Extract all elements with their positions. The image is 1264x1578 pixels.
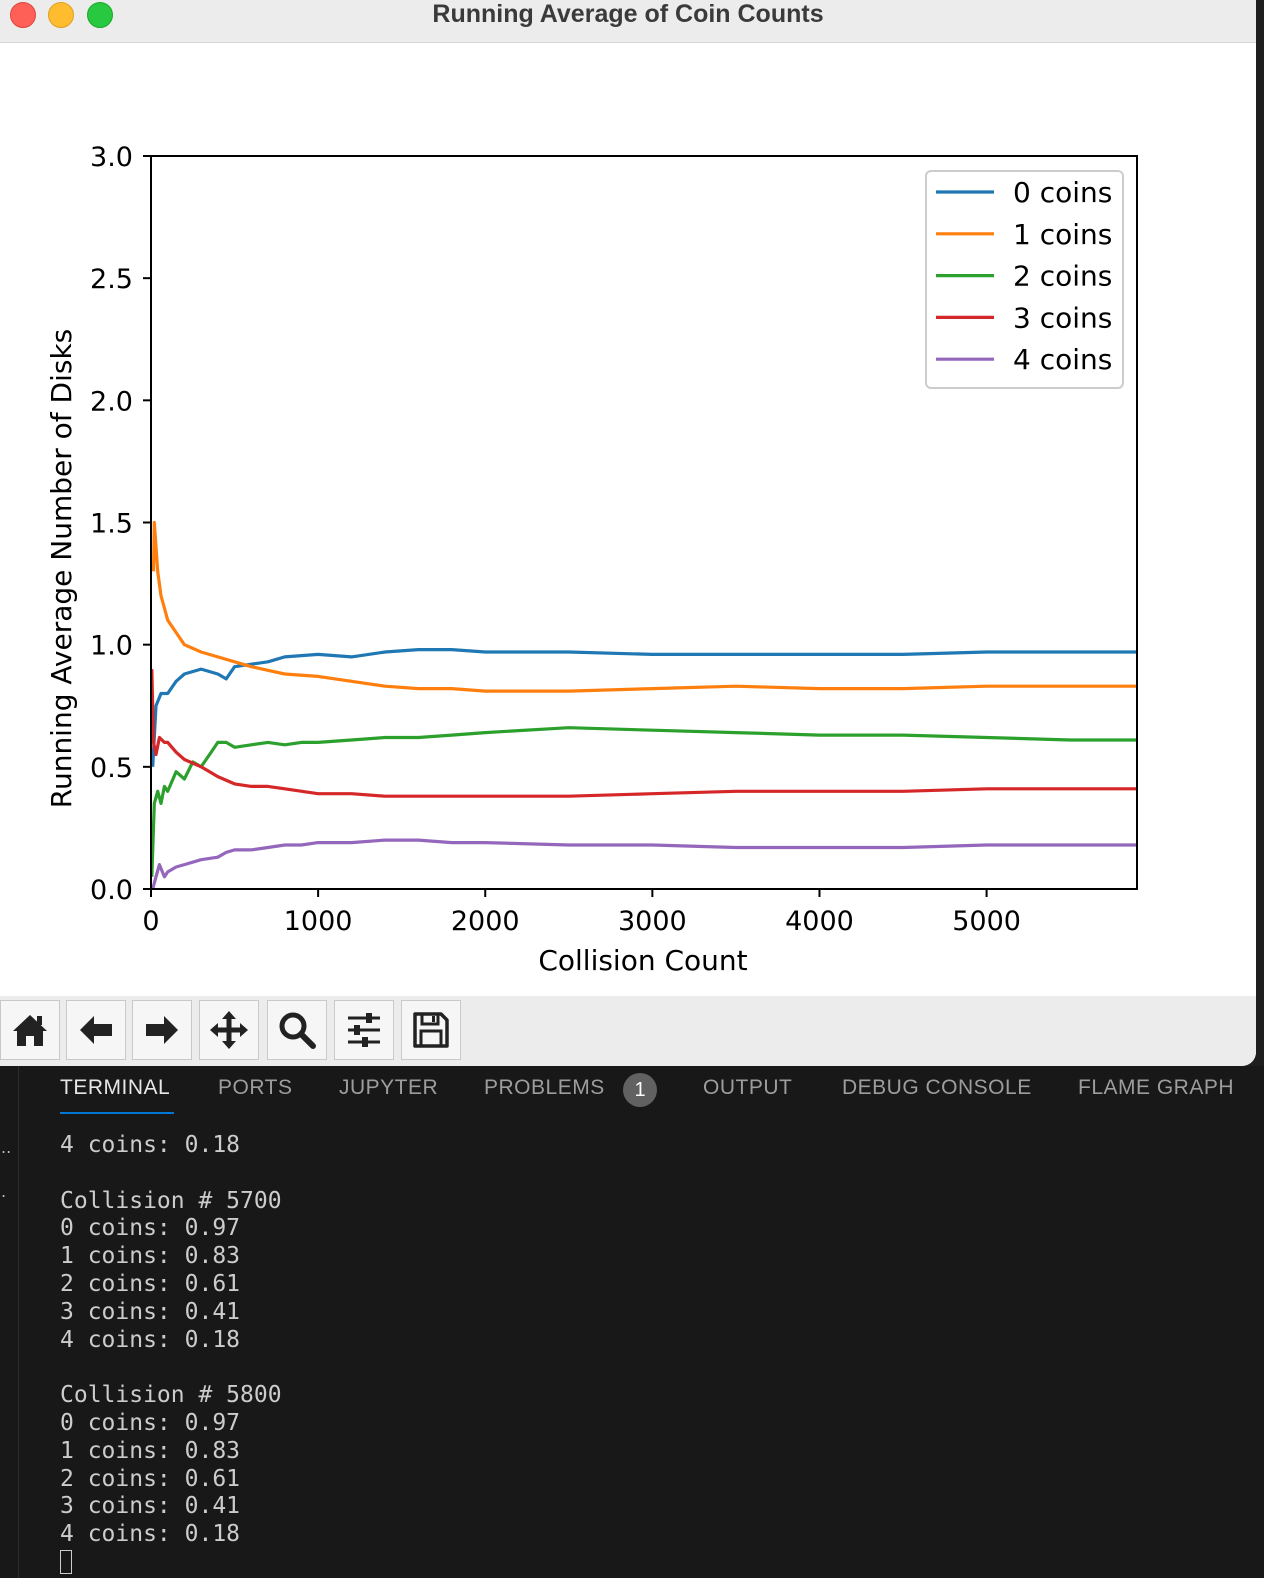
- window-titlebar[interactable]: Running Average of Coin Counts: [0, 0, 1256, 43]
- legend-label-2: 2 coins: [1013, 260, 1112, 293]
- series-line-4: [151, 838, 1137, 890]
- save-figure-button[interactable]: [401, 1000, 461, 1060]
- move-icon: [210, 1011, 248, 1049]
- tab-problems[interactable]: PROBLEMS: [484, 1076, 605, 1099]
- arrow-left-icon: [80, 1016, 112, 1044]
- legend-label-3: 3 coins: [1013, 301, 1112, 334]
- panel-tabs: TERMINAL PORTS JUPYTER PROBLEMS OUTPUT D…: [0, 1066, 1264, 1118]
- y-axis-label: Running Average Number of Disks: [45, 329, 78, 809]
- series-line-1: [151, 520, 1137, 693]
- gutter-marker: ..: [1, 1138, 12, 1157]
- y-tick-label: 3.0: [90, 142, 133, 173]
- floppy-disk-icon: [413, 1012, 449, 1048]
- x-tick-label: 4000: [785, 906, 854, 937]
- tab-ports[interactable]: PORTS: [218, 1076, 293, 1099]
- terminal-line: 1 coins: 0.83: [60, 1437, 241, 1464]
- terminal-line: 1 coins: 0.83: [60, 1243, 241, 1270]
- home-button[interactable]: [0, 1000, 60, 1060]
- window-title: Running Average of Coin Counts: [432, 0, 824, 28]
- tab-flame-graph[interactable]: FLAME GRAPH: [1078, 1076, 1235, 1099]
- x-tick-label: 2000: [451, 906, 520, 937]
- y-tick-label: 2.0: [90, 386, 133, 417]
- y-tick-label: 1.5: [90, 509, 133, 540]
- terminal-line: [60, 1160, 282, 1188]
- terminal-line: Collision # 5700: [60, 1187, 282, 1214]
- legend-label-4: 4 coins: [1013, 343, 1112, 376]
- terminal-line: 0 coins: 0.97: [60, 1215, 241, 1242]
- bottom-panel: .. . TERMINAL PORTS JUPYTER PROBLEMS OUT…: [0, 1066, 1264, 1578]
- line-chart: 0 1000 2000 3000 4000 5000 0.0 0.5 1.0 1.5 2.0 2.5 3…: [45, 142, 1138, 977]
- x-tick-label: 1000: [284, 906, 353, 937]
- x-tick-label: 0: [142, 906, 159, 937]
- y-tick-label: 1.0: [90, 631, 133, 662]
- terminal-line: [60, 1354, 282, 1382]
- legend-box: [925, 170, 1124, 389]
- sliders-icon: [348, 1013, 380, 1047]
- maximize-window-button[interactable]: [87, 2, 113, 28]
- terminal-line: Collision # 5800: [60, 1382, 282, 1409]
- gutter-marker: .: [1, 1182, 7, 1201]
- terminal-prompt-line: [60, 1549, 282, 1577]
- series-line-2: [150, 726, 1137, 877]
- terminal-cursor: [60, 1550, 72, 1575]
- active-tab-indicator: [60, 1112, 174, 1114]
- x-tick-label: 3000: [618, 906, 687, 937]
- minimize-window-button[interactable]: [48, 2, 74, 28]
- terminal-line: 3 coins: 0.41: [60, 1298, 241, 1325]
- arrow-right-icon: [146, 1016, 178, 1044]
- terminal-line: 4 coins: 0.18: [60, 1521, 241, 1548]
- tab-debug-console[interactable]: DEBUG CONSOLE: [842, 1076, 1032, 1099]
- terminal-line: 2 coins: 0.61: [60, 1465, 241, 1492]
- terminal-line: 4 coins: 0.18: [60, 1132, 241, 1158]
- terminal-line: 4 coins: 0.18: [60, 1326, 241, 1353]
- series-line-3: [150, 669, 1137, 798]
- y-tick-label: 0.5: [90, 753, 133, 784]
- figure-window: Running Average of Coin Counts 0 1000 2000…: [0, 0, 1256, 1066]
- terminal-output[interactable]: 4 coins: 0.18 Collision # 5700 0 coins: 0.…: [60, 1132, 282, 1577]
- zoom-button[interactable]: [267, 1000, 327, 1060]
- x-tick-label: 5000: [952, 906, 1021, 937]
- terminal-line: 2 coins: 0.61: [60, 1270, 241, 1297]
- figure-toolbar: [0, 996, 1256, 1066]
- home-icon: [13, 1015, 47, 1046]
- problems-count-badge: 1: [623, 1073, 657, 1107]
- y-tick-label: 0.0: [90, 875, 133, 906]
- series-line-0: [151, 647, 1137, 767]
- magnifier-icon: [279, 1012, 316, 1049]
- back-button[interactable]: [66, 1000, 126, 1060]
- forward-button[interactable]: [132, 1000, 192, 1060]
- terminal-line: 3 coins: 0.41: [60, 1493, 241, 1520]
- tab-jupyter[interactable]: JUPYTER: [339, 1076, 439, 1099]
- legend-label-0: 0 coins: [1013, 176, 1112, 209]
- x-axis-label: Collision Count: [538, 944, 747, 977]
- tab-terminal[interactable]: TERMINAL: [60, 1076, 171, 1099]
- pan-button[interactable]: [199, 1000, 259, 1060]
- y-tick-label: 2.5: [90, 264, 133, 295]
- close-window-button[interactable]: [10, 2, 36, 28]
- legend-label-1: 1 coins: [1013, 218, 1112, 251]
- panel-gutter: .. .: [0, 1066, 19, 1578]
- tab-output[interactable]: OUTPUT: [703, 1076, 793, 1099]
- terminal-line: 0 coins: 0.97: [60, 1409, 241, 1436]
- configure-subplots-button[interactable]: [334, 1000, 394, 1060]
